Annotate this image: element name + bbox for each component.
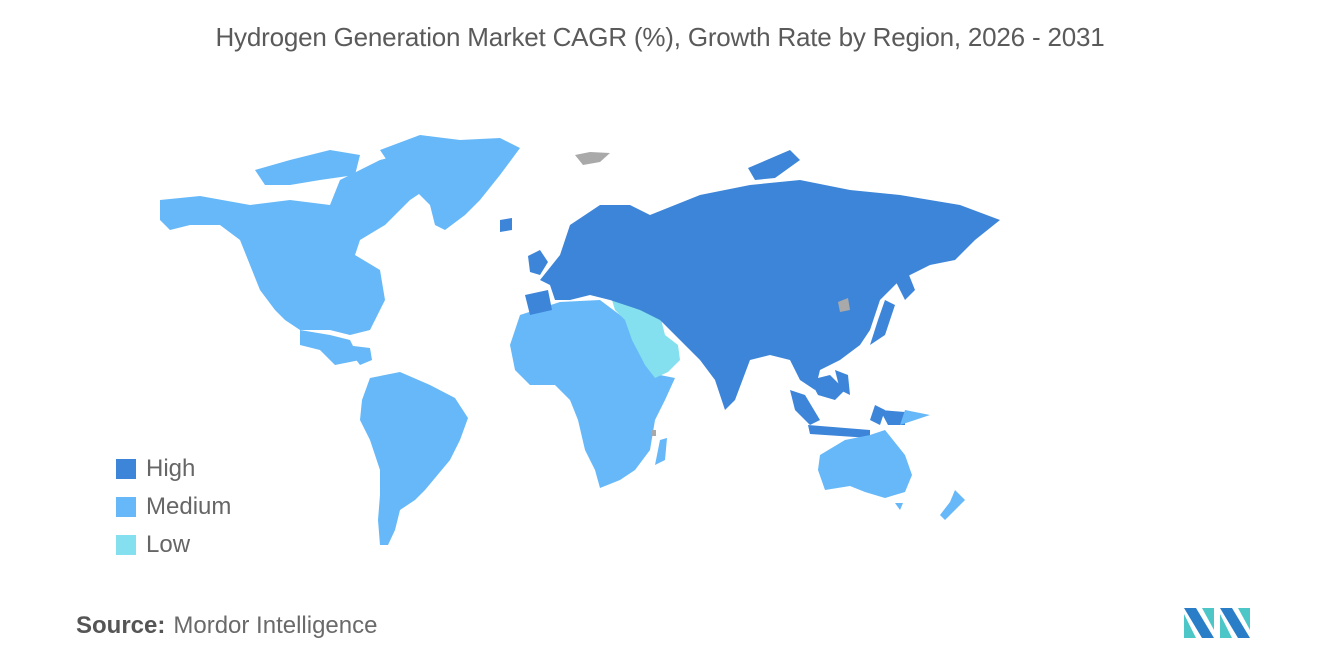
legend-item-low: Low <box>116 526 231 564</box>
region-north-america <box>160 135 520 365</box>
legend-label: High <box>146 455 196 482</box>
region-africa <box>510 300 675 488</box>
legend-swatch-low <box>116 535 136 555</box>
legend: High Medium Low <box>116 450 231 564</box>
legend-item-high: High <box>116 450 231 488</box>
chart-title: Hydrogen Generation Market CAGR (%), Gro… <box>215 22 1105 52</box>
legend-label: Low <box>146 531 191 558</box>
region-middle-east <box>612 295 680 378</box>
region-south-america <box>360 372 468 545</box>
legend-label: Medium <box>146 493 232 520</box>
region-australia-nz <box>818 410 965 520</box>
source-line: Source: Mordor Intelligence <box>76 612 377 640</box>
source-value: Mordor Intelligence <box>173 612 378 639</box>
legend-swatch-high <box>116 459 136 479</box>
legend-item-medium: Medium <box>116 488 231 526</box>
source-label: Source: <box>76 612 166 639</box>
region-no-data <box>575 152 850 436</box>
legend-swatch-medium <box>116 497 136 517</box>
mordor-intelligence-logo-icon <box>1184 608 1250 638</box>
region-europe-asia <box>500 150 1000 438</box>
